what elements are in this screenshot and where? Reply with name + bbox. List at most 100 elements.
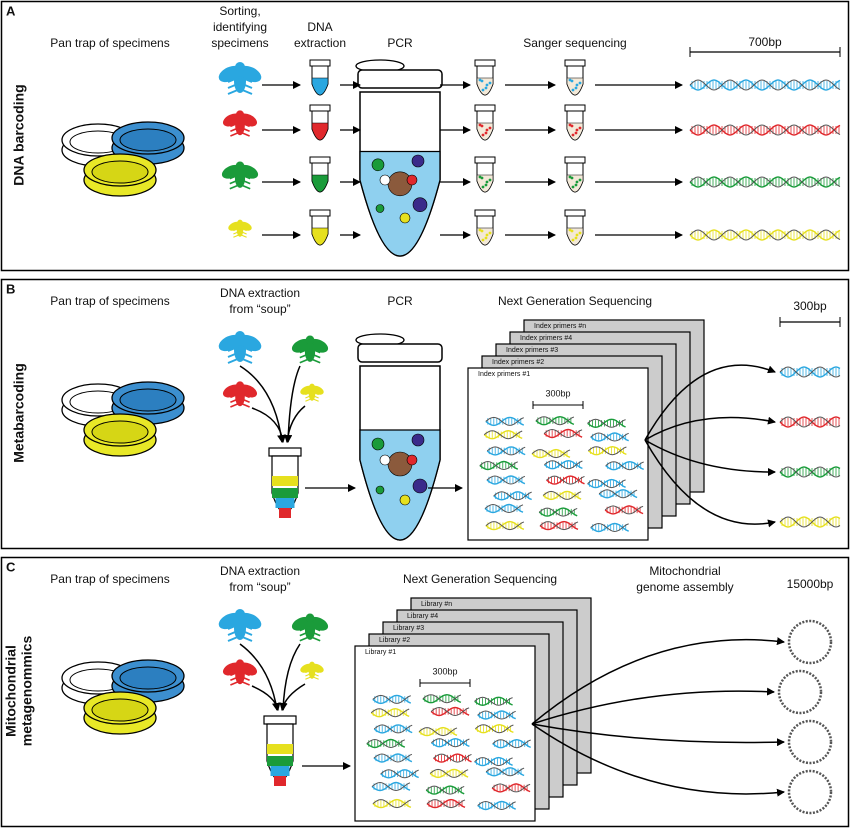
leg: [227, 357, 241, 364]
label: DNA extraction: [220, 564, 300, 578]
leg: [227, 629, 241, 636]
leg: [239, 131, 250, 137]
strand: [418, 727, 458, 737]
dna-helix: [493, 491, 532, 501]
body: [235, 116, 245, 136]
leg: [239, 178, 251, 185]
fragment: [485, 128, 489, 132]
label: from “soup”: [229, 302, 290, 316]
fragment: [485, 83, 489, 87]
leg: [239, 392, 250, 399]
panel-letter: C: [6, 559, 16, 574]
fragment: [488, 126, 492, 130]
bowl-inner: [119, 388, 177, 412]
leg: [239, 629, 253, 636]
soup-layer: [270, 766, 290, 776]
label: Sanger sequencing: [523, 36, 626, 50]
dna-helix: [779, 466, 841, 478]
arrow: [644, 439, 776, 477]
leg: [239, 230, 247, 235]
strand: [689, 79, 841, 91]
leg: [305, 391, 313, 396]
panel-letter: A: [6, 3, 16, 18]
scale-label: 300bp: [793, 299, 827, 313]
strand: [380, 769, 419, 779]
mito-genome: [787, 769, 833, 815]
bowl-inner: [91, 420, 149, 444]
fragment: [484, 236, 488, 240]
insect: [300, 383, 324, 402]
leg: [239, 357, 253, 364]
strand: [425, 785, 465, 795]
dna-helix: [485, 767, 525, 777]
leg: [230, 392, 241, 399]
card-label: Index primers #1: [478, 371, 530, 378]
dna-helix: [485, 520, 525, 531]
insect: [218, 331, 262, 364]
strand: [372, 799, 412, 809]
dna-helix: [483, 429, 523, 440]
fragment: [481, 88, 485, 92]
body: [234, 69, 246, 93]
strand: [479, 460, 519, 471]
tube-cap: [564, 59, 586, 67]
dna-helix: [535, 415, 575, 426]
dna-helix: [372, 798, 412, 809]
leg: [239, 173, 251, 180]
molecule: [371, 437, 385, 451]
insect: [222, 381, 258, 408]
leg: [299, 357, 311, 364]
fragment: [571, 133, 575, 137]
card-label: Index primers #2: [492, 359, 544, 366]
dna-helix: [373, 724, 413, 734]
arrow: [239, 643, 280, 711]
head: [236, 659, 244, 668]
leg: [229, 173, 241, 180]
strand: [546, 475, 585, 485]
strand: [689, 229, 841, 241]
side-label: Mitochondrial: [3, 645, 19, 737]
body: [308, 665, 316, 679]
leg: [299, 347, 311, 354]
fragment: [485, 233, 489, 237]
strand: [689, 124, 841, 136]
label: Next Generation Sequencing: [403, 572, 557, 586]
arrow: [531, 723, 785, 747]
arrow: [251, 407, 287, 443]
dna-helix: [486, 475, 526, 485]
leg: [227, 623, 241, 630]
fragment: [570, 79, 574, 83]
strand: [590, 522, 629, 533]
molecule: [412, 478, 428, 494]
strand: [371, 781, 411, 792]
fragment: [485, 180, 489, 184]
leg: [239, 345, 253, 352]
fragment: [578, 231, 582, 235]
strand: [372, 694, 411, 704]
dna-helix: [429, 768, 469, 779]
strand: [474, 757, 513, 767]
strand: [426, 799, 466, 809]
strand: [689, 176, 841, 188]
dna-helix: [371, 781, 411, 792]
tube-cap: [474, 209, 496, 217]
body: [234, 167, 246, 188]
leg: [227, 635, 241, 642]
dna-helix: [604, 505, 644, 515]
fragment: [484, 86, 488, 90]
fragment: [488, 231, 492, 235]
strand: [370, 708, 410, 718]
fragment: [488, 81, 492, 85]
head: [235, 609, 245, 619]
strand: [543, 428, 583, 439]
leg: [239, 88, 253, 95]
scale-label: 300bp: [545, 388, 570, 398]
leg: [227, 76, 241, 83]
leg: [239, 227, 247, 232]
tube-cap: [564, 156, 586, 164]
strand: [433, 753, 472, 763]
leg: [230, 670, 241, 677]
fragment: [575, 128, 579, 132]
card-label: Library #1: [365, 649, 396, 656]
dna-helix: [370, 707, 410, 718]
